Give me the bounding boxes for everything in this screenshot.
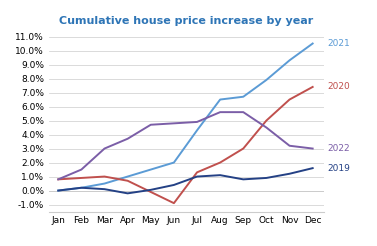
Text: 2021: 2021 <box>327 39 350 48</box>
Text: 2020: 2020 <box>327 82 350 92</box>
Text: 2019: 2019 <box>327 164 350 173</box>
Text: 2022: 2022 <box>327 144 349 153</box>
Title: Cumulative house price increase by year: Cumulative house price increase by year <box>60 16 314 26</box>
